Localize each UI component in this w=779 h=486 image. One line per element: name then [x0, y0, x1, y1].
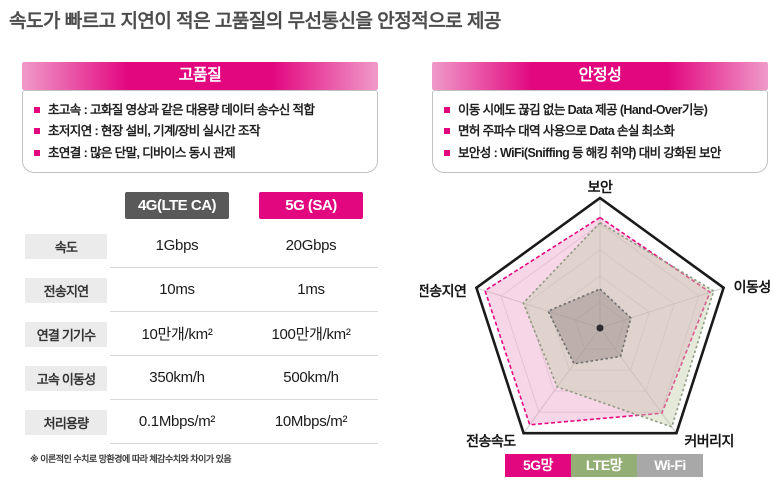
comparison-table: 4G(LTE CA) 5G (SA) 속도 1Gbps 20Gbps 전송지연 … — [22, 192, 378, 444]
list-item: 이동 시에도 끊김 없는 Data 제공 (Hand-Over기능) — [442, 102, 758, 119]
table-cell: 350km/h — [110, 356, 244, 400]
radar-grid-ring — [500, 223, 700, 413]
radar-axis-line — [523, 327, 601, 434]
radar-axis-label: 전송지연 — [420, 283, 466, 299]
radar-axis-line — [476, 287, 601, 329]
table-header-row: 4G(LTE CA) 5G (SA) — [22, 192, 378, 219]
radar-grid-ring — [549, 275, 651, 371]
table-row: 연결 기기수 10만개/km² 100만개/km² — [22, 312, 378, 356]
radar-series-Wi-Fi — [547, 288, 632, 365]
radar-series-5G망 — [484, 216, 711, 426]
spacer — [22, 192, 110, 219]
radar-axis-label: 커버리지 — [684, 433, 734, 449]
stability-panel-body: 이동 시에도 끊김 없는 Data 제공 (Hand-Over기능) 면허 주파… — [432, 90, 768, 173]
bullet-text: 초저지연 : 현장 설비, 기계/장비 실시간 조작 — [48, 124, 260, 139]
table-cell: 10Mbps/m² — [244, 400, 378, 444]
bullet-text: 이동 시에도 끊김 없는 Data 제공 (Hand-Over기능) — [458, 103, 708, 117]
bullet-text: 면허 주파수 대역 사용으로 Data 손실 최소화 — [458, 124, 675, 139]
bullet-square-icon — [444, 107, 450, 113]
table-cell: 10만개/km² — [110, 312, 244, 356]
radar-outline — [474, 196, 726, 435]
table-footnote: ※ 이론적인 수치로 망환경에 따라 체감수치와 차이가 있음 — [30, 454, 232, 464]
list-item: 초고속 : 고화질 영상과 같은 대용량 데이터 송수신 적합 — [32, 102, 368, 119]
quality-panel: 고품질 초고속 : 고화질 영상과 같은 대용량 데이터 송수신 적합 초저지연… — [22, 62, 378, 173]
table-row: 고속 이동성 350km/h 500km/h — [22, 356, 378, 400]
table-cell: 10ms — [110, 268, 244, 312]
list-item: 초연결 : 많은 단말, 디바이스 동시 관제 — [32, 145, 368, 162]
bullet-square-icon — [34, 107, 40, 113]
table-row: 속도 1Gbps 20Gbps — [22, 224, 378, 268]
bullet-text: 초고속 : 고화질 영상과 같은 대용량 데이터 송수신 적합 — [48, 103, 315, 117]
quality-panel-body: 초고속 : 고화질 영상과 같은 대용량 데이터 송수신 적합 초저지연 : 현… — [22, 90, 378, 173]
row-label: 속도 — [25, 233, 107, 259]
legend-item: Wi-Fi — [637, 454, 703, 477]
radar-axis-line — [599, 287, 724, 329]
table-cell: 1Gbps — [110, 224, 244, 268]
page-title: 속도가 빠르고 지연이 적은 고품질의 무선통신을 안정적으로 제공 — [9, 11, 501, 32]
bullet-square-icon — [34, 149, 40, 156]
radar-center-dot — [596, 324, 604, 332]
list-item: 초저지연 : 현장 설비, 기계/장비 실시간 조작 — [32, 123, 368, 140]
list-item: 보안성 : WiFi(Sniffing 등 해킹 취약) 대비 강화된 보안 — [442, 145, 758, 162]
radar-axis-label: 이동성 — [734, 279, 771, 295]
row-label: 전송지연 — [25, 277, 107, 303]
quality-panel-header: 고품질 — [22, 62, 378, 90]
stability-panel-header: 안정성 — [432, 62, 768, 90]
table-row: 전송지연 10ms 1ms — [22, 268, 378, 312]
legend-item: 5G망 — [505, 454, 571, 477]
table-row: 처리용량 0.1Mbps/m² 10Mbps/m² — [22, 400, 378, 444]
table-cell: 20Gbps — [244, 224, 378, 268]
radar-axis-line — [599, 327, 677, 434]
radar-axis-label: 전송속도 — [466, 433, 516, 449]
column-header-4g: 4G(LTE CA) — [125, 192, 229, 219]
chart-legend: 5G망 LTE망 Wi-Fi — [505, 454, 703, 477]
table-cell: 0.1Mbps/m² — [110, 400, 244, 444]
row-label: 처리용량 — [25, 409, 107, 435]
table-cell: 1ms — [244, 268, 378, 312]
table-cell: 100만개/km² — [244, 312, 378, 356]
bullet-text: 초연결 : 많은 단말, 디바이스 동시 관제 — [48, 145, 236, 160]
bullet-text: 보안성 : WiFi(Sniffing 등 해킹 취약) 대비 강화된 보안 — [458, 145, 721, 160]
radar-axis-label: 보안 — [588, 179, 613, 195]
list-item: 면허 주파수 대역 사용으로 Data 손실 최소화 — [442, 123, 758, 140]
radar-grid-ring — [574, 301, 626, 350]
legend-item: LTE망 — [571, 454, 637, 477]
bullet-square-icon — [444, 149, 450, 156]
bullet-square-icon — [444, 128, 450, 135]
radar-grid-ring — [525, 249, 675, 392]
bullet-square-icon — [34, 128, 40, 135]
table-cell: 500km/h — [244, 356, 378, 400]
column-header-5g: 5G (SA) — [259, 192, 363, 219]
radar-series-LTE망 — [522, 221, 715, 428]
row-label: 고속 이동성 — [25, 365, 107, 391]
stability-panel: 안정성 이동 시에도 끊김 없는 Data 제공 (Hand-Over기능) 면… — [432, 62, 768, 173]
row-label: 연결 기기수 — [25, 321, 107, 347]
